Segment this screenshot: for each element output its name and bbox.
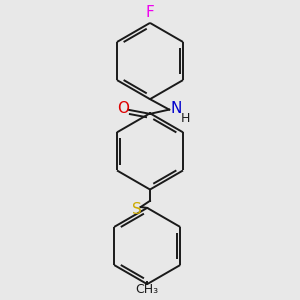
Text: N: N (170, 101, 182, 116)
Text: O: O (118, 101, 130, 116)
Text: F: F (146, 5, 154, 20)
Text: CH₃: CH₃ (136, 283, 159, 296)
Text: S: S (132, 202, 142, 217)
Text: H: H (181, 112, 190, 125)
